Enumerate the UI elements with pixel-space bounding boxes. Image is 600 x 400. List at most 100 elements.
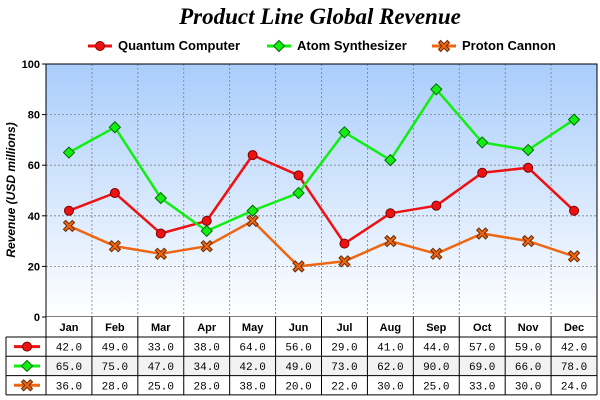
- series-1-point-1: [108, 121, 122, 134]
- table-cell-1-5: 49.0: [285, 362, 311, 374]
- plot-area: [46, 64, 597, 317]
- x-tick-label-2: Mar: [151, 322, 171, 334]
- series-2-point-0: [62, 219, 76, 233]
- series-0-point-2: [155, 228, 166, 239]
- table-cell-0-6: 29.0: [331, 343, 357, 355]
- series-0-point-10: [523, 162, 534, 173]
- y-tick-label-2: 40: [28, 211, 40, 223]
- y-tick-label-1: 20: [28, 261, 40, 273]
- series-0-point-4: [247, 150, 258, 161]
- table-key-marker-1: [20, 359, 34, 373]
- x-tick-label-5: Jun: [289, 322, 309, 334]
- table-cell-0-8: 44.0: [423, 343, 449, 355]
- y-tick-label-0: 0: [34, 312, 40, 324]
- x-tick-label-1: Feb: [105, 322, 125, 334]
- table-cell-0-2: 33.0: [148, 343, 174, 355]
- table-cell-0-5: 56.0: [285, 343, 311, 355]
- table-cell-2-9: 33.0: [469, 381, 495, 393]
- series-2-point-7: [384, 234, 397, 248]
- series-1-point-5: [292, 186, 305, 200]
- y-tick-label-4: 80: [28, 110, 40, 122]
- series-1-point-6: [338, 126, 351, 139]
- table-cell-2-8: 25.0: [423, 381, 449, 393]
- legend-marker-2: [437, 39, 451, 53]
- series-2-point-5: [292, 260, 305, 273]
- legend-label-0: Quantum Computer: [118, 38, 240, 53]
- x-tick-label-10: Nov: [518, 322, 540, 334]
- series-1-point-0: [62, 146, 76, 159]
- series-1-point-9: [476, 136, 489, 149]
- table-cell-0-3: 38.0: [194, 343, 220, 355]
- table-cell-2-7: 30.0: [377, 381, 403, 393]
- series-0-point-1: [109, 188, 120, 199]
- series-2-point-8: [430, 247, 443, 261]
- x-tick-label-0: Jan: [59, 322, 78, 334]
- table-cell-0-10: 59.0: [515, 343, 541, 355]
- table-cell-1-7: 62.0: [377, 362, 403, 374]
- table-cell-1-9: 69.0: [469, 362, 495, 374]
- series-1-point-2: [154, 191, 167, 205]
- x-tick-label-9: Oct: [473, 322, 492, 334]
- x-tick-label-6: Jul: [337, 322, 353, 334]
- series-0-point-9: [477, 167, 488, 178]
- legend-label-1: Atom Synthesizer: [297, 38, 407, 53]
- legend: Quantum Computer Atom Synthesizer Proton C…: [88, 38, 556, 53]
- table-cell-2-10: 30.0: [515, 381, 541, 393]
- series-0-point-5: [293, 170, 304, 181]
- table-cell-2-5: 20.0: [285, 381, 311, 393]
- table-cell-1-1: 75.0: [102, 362, 128, 374]
- table-cell-0-1: 49.0: [102, 343, 128, 355]
- table-cell-2-1: 28.0: [102, 381, 128, 393]
- table-cell-2-2: 25.0: [148, 381, 174, 393]
- series-line-2: [68, 219, 575, 268]
- table-cell-0-11: 42.0: [561, 343, 587, 355]
- series-2-point-2: [154, 247, 168, 261]
- y-tick-label-3: 60: [28, 160, 40, 172]
- table-cell-1-4: 42.0: [239, 362, 265, 374]
- y-tick-label-5: 100: [22, 59, 40, 71]
- y-axis-label: Revenue (USD millions): [4, 122, 18, 257]
- chart-title: Product Line Global Revenue: [178, 4, 461, 29]
- table-cell-2-0: 36.0: [56, 381, 82, 393]
- table-key-marker-0: [22, 341, 32, 352]
- series-line-0: [68, 153, 575, 245]
- series-1-point-10: [521, 143, 535, 157]
- table-cell-2-4: 38.0: [239, 381, 265, 393]
- legend-label-2: Proton Cannon: [462, 38, 556, 53]
- table-cell-2-3: 28.0: [194, 381, 220, 393]
- series-2-point-11: [567, 250, 581, 263]
- table-cell-1-0: 65.0: [56, 362, 82, 374]
- series-1-point-3: [200, 224, 213, 238]
- series-0-point-3: [201, 215, 212, 226]
- series-2-point-10: [521, 234, 535, 248]
- series-line-1: [68, 88, 575, 233]
- series-0-point-6: [339, 238, 350, 249]
- series-2-point-4: [246, 214, 259, 228]
- table-cell-1-2: 47.0: [148, 362, 174, 374]
- table-cell-1-3: 34.0: [194, 362, 220, 374]
- table-cell-2-6: 22.0: [331, 381, 357, 393]
- series-1-point-7: [384, 153, 397, 167]
- series-0-point-8: [431, 200, 442, 211]
- series-2-point-9: [475, 227, 489, 240]
- series-2-point-6: [338, 255, 351, 268]
- x-tick-label-11: Dec: [564, 322, 584, 334]
- table-cell-0-4: 64.0: [239, 343, 265, 355]
- x-tick-label-4: May: [242, 322, 264, 334]
- series-2-point-3: [200, 239, 213, 253]
- table-cell-0-0: 42.0: [56, 343, 82, 355]
- table-cell-2-11: 24.0: [561, 381, 587, 393]
- series-1-point-4: [246, 204, 259, 217]
- table-key-marker-2: [20, 379, 34, 392]
- x-tick-label-7: Aug: [380, 322, 401, 334]
- legend-marker-0: [95, 41, 105, 51]
- x-tick-label-8: Sep: [426, 322, 446, 334]
- table-cell-1-6: 73.0: [331, 362, 357, 374]
- series-2-point-1: [108, 239, 122, 253]
- series-0-point-0: [63, 205, 74, 216]
- table-cell-0-7: 41.0: [377, 343, 403, 355]
- series-0-point-7: [385, 208, 396, 219]
- series-lines: [62, 83, 581, 273]
- x-tick-label-3: Apr: [197, 322, 217, 334]
